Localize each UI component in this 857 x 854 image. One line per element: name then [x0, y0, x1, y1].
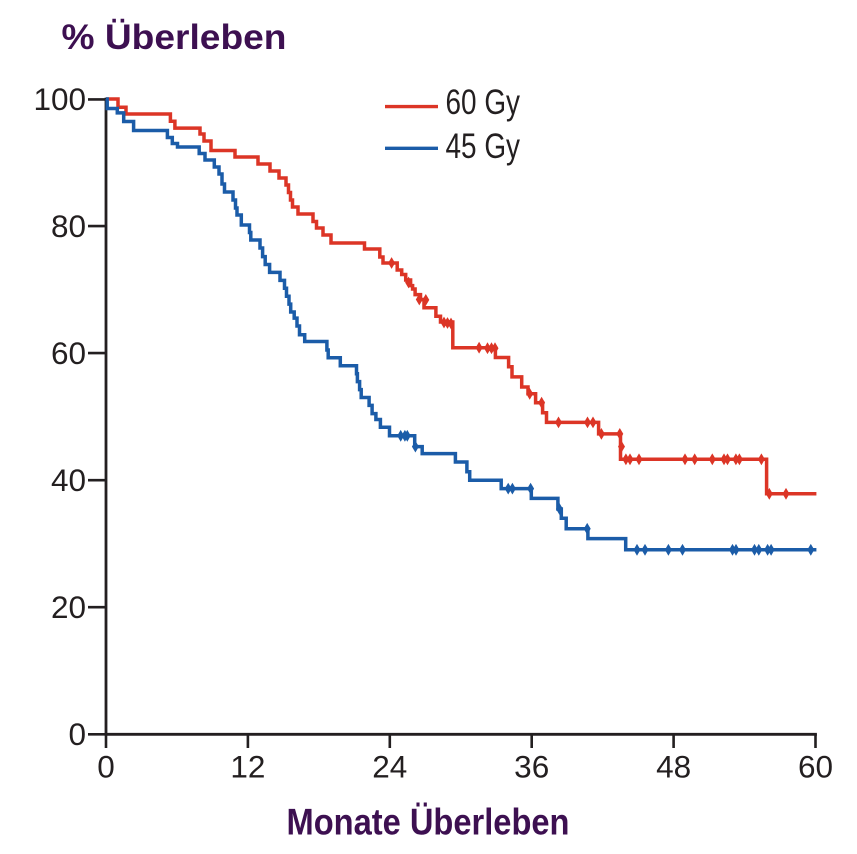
svg-text:40: 40 — [51, 462, 86, 498]
svg-text:60: 60 — [798, 749, 833, 785]
svg-text:% Überleben: % Überleben — [62, 17, 287, 57]
svg-text:45 Gy: 45 Gy — [446, 127, 521, 166]
svg-text:0: 0 — [68, 716, 86, 752]
svg-text:100: 100 — [33, 81, 86, 117]
svg-text:12: 12 — [230, 749, 265, 785]
svg-text:20: 20 — [51, 589, 86, 625]
svg-text:48: 48 — [656, 749, 691, 785]
svg-text:36: 36 — [514, 749, 549, 785]
svg-text:Monate Überleben: Monate Überleben — [287, 801, 570, 842]
svg-text:0: 0 — [97, 749, 115, 785]
svg-text:24: 24 — [372, 749, 407, 785]
svg-text:60: 60 — [51, 335, 86, 371]
svg-text:80: 80 — [51, 208, 86, 244]
svg-text:60 Gy: 60 Gy — [446, 83, 521, 122]
